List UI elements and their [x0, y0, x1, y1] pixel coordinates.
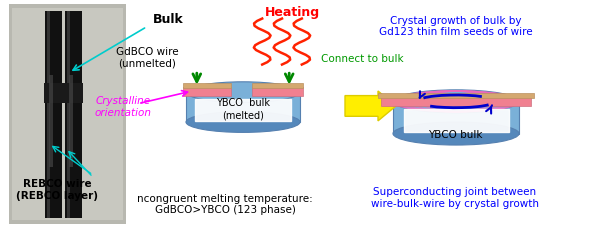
- FancyArrow shape: [345, 92, 396, 121]
- FancyBboxPatch shape: [195, 100, 291, 121]
- Bar: [183, 88, 231, 97]
- FancyBboxPatch shape: [404, 110, 509, 133]
- Text: REBCO wire
(REBCO layer): REBCO wire (REBCO layer): [16, 178, 98, 200]
- Bar: [65, 11, 82, 218]
- Bar: [44, 84, 83, 103]
- Bar: [252, 84, 303, 89]
- Bar: [186, 93, 300, 123]
- Ellipse shape: [186, 82, 300, 103]
- Bar: [252, 88, 303, 97]
- Text: YBCO  bulk
(melted): YBCO bulk (melted): [216, 98, 270, 120]
- Text: YBCO bulk: YBCO bulk: [428, 129, 482, 139]
- Bar: [49, 76, 53, 167]
- Bar: [378, 94, 534, 99]
- Text: Heating: Heating: [265, 6, 320, 19]
- Text: ncongruent melting temperature:
GdBCO>YBCO (123 phase): ncongruent melting temperature: GdBCO>YB…: [137, 193, 313, 215]
- Bar: [183, 84, 231, 89]
- Bar: [9, 5, 126, 224]
- Bar: [381, 98, 531, 107]
- Text: Bulk: Bulk: [153, 13, 184, 26]
- Bar: [393, 102, 519, 134]
- Ellipse shape: [393, 123, 519, 145]
- Ellipse shape: [393, 90, 519, 113]
- Ellipse shape: [186, 112, 300, 133]
- Text: Crystal growth of bulk by
Gd123 thin film seeds of wire: Crystal growth of bulk by Gd123 thin fil…: [379, 16, 533, 37]
- Bar: [69, 76, 73, 167]
- Text: GdBCO wire
(unmelted): GdBCO wire (unmelted): [116, 46, 178, 68]
- Text: Connect to bulk: Connect to bulk: [321, 53, 404, 63]
- Text: Crystalline
orientation: Crystalline orientation: [94, 96, 151, 117]
- Text: Superconducting joint between
wire-bulk-wire by crystal growth: Superconducting joint between wire-bulk-…: [371, 186, 539, 208]
- Bar: [45, 11, 62, 218]
- Bar: [47, 11, 50, 218]
- Bar: [12, 9, 123, 220]
- Bar: [67, 11, 70, 218]
